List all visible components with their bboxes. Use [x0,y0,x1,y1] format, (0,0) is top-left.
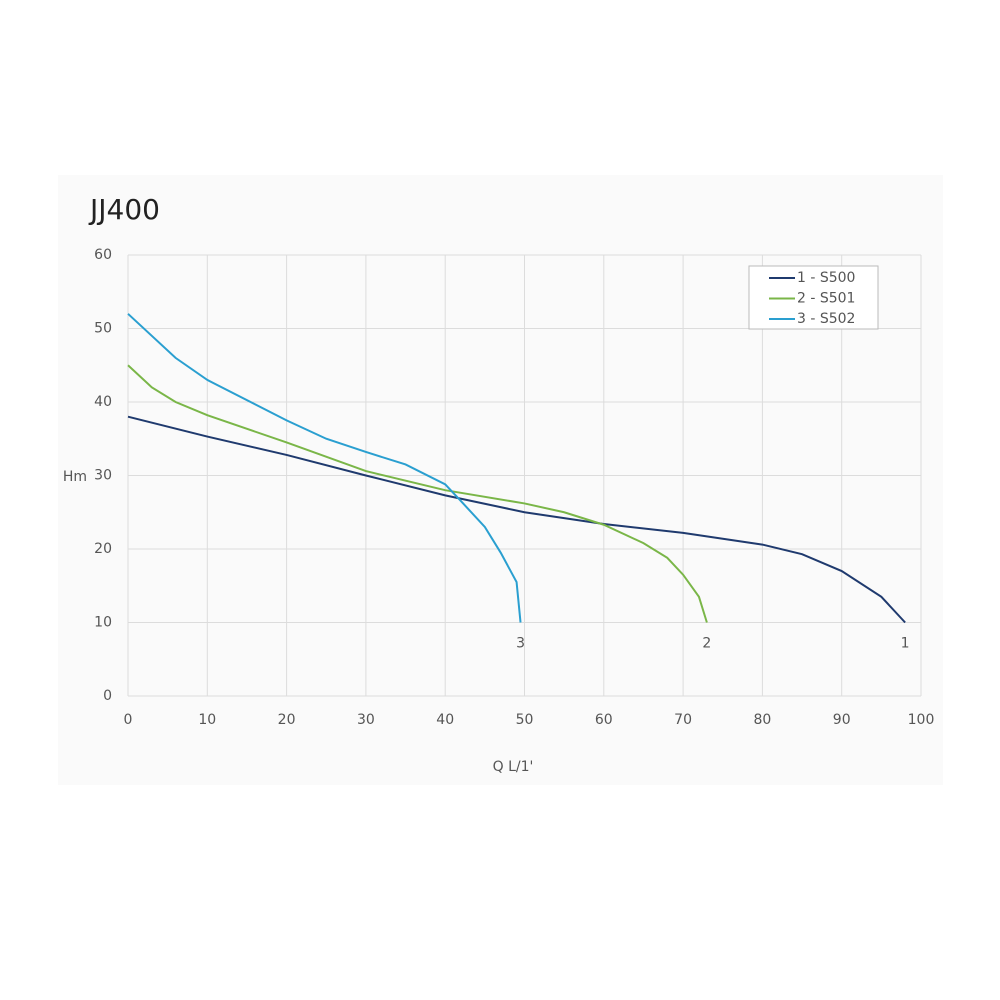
x-tick-label: 20 [278,712,296,728]
x-tick-label: 100 [908,712,935,728]
x-tick-label: 60 [595,712,613,728]
y-tick-label: 0 [103,688,112,704]
line-series [127,364,708,623]
line-series [127,313,522,623]
y-axis-label: Hm [63,469,87,485]
series-end-label: 2 [702,636,711,652]
y-tick-label: 60 [94,247,112,263]
x-tick-label: 90 [833,712,851,728]
y-tick-label: 20 [94,541,112,557]
x-tick-label: 0 [124,712,133,728]
x-tick-label: 70 [674,712,692,728]
x-tick-label: 50 [516,712,534,728]
x-tick-label: 40 [436,712,454,728]
series-end-label: 1 [901,636,910,652]
legend-label: 1 - S500 [797,270,855,286]
y-tick-label: 30 [94,468,112,484]
y-tick-label: 50 [94,321,112,337]
y-tick-label: 40 [94,394,112,410]
chart-title: JJ400 [88,193,160,226]
legend-label: 3 - S502 [797,311,855,327]
series-end-label: 3 [516,636,525,652]
x-axis-label: Q L/1' [493,759,534,775]
x-tick-label: 80 [753,712,771,728]
x-tick-label: 10 [198,712,216,728]
legend-label: 2 - S501 [797,291,855,307]
y-tick-label: 10 [94,615,112,631]
x-tick-label: 30 [357,712,375,728]
